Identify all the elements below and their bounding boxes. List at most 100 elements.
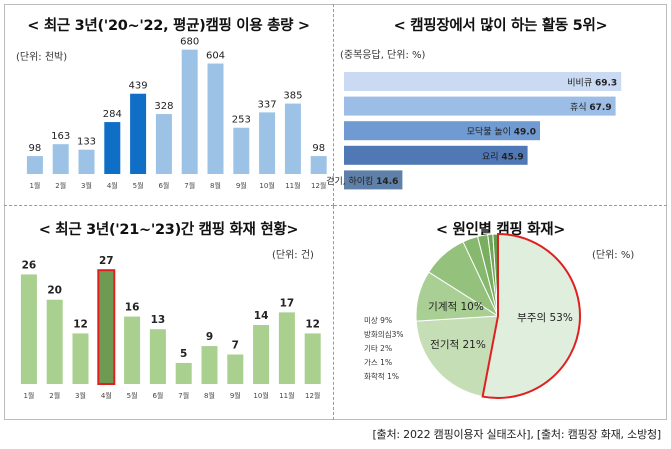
fire-bar (20, 274, 37, 384)
activity-bar (344, 72, 622, 91)
pie-outside-label: 미상 9% (364, 315, 392, 325)
fire-value-label: 20 (47, 285, 62, 297)
usage-bar (130, 93, 147, 174)
activity-category: 걷기, 하이킹 (326, 175, 376, 187)
usage-month-label: 4월 (107, 181, 118, 190)
activity-category: 휴식 (570, 102, 589, 113)
activity-bar (344, 170, 403, 190)
activity-value: 14.6 (376, 177, 398, 187)
cause-panel: < 원인별 캠핑 화재> (단위: %) 부주의 53% 전기적 21% 기계적 1… (334, 206, 667, 420)
activity-category: 모닥불 놀이 (467, 127, 514, 138)
pie-slice-label: 부주의 53% (517, 312, 573, 324)
usage-month-label: 10월 (259, 181, 274, 190)
usage-month-label: 11월 (285, 181, 300, 190)
usage-bar (259, 112, 276, 174)
usage-bar (181, 49, 198, 174)
fire-month-label: 12월 (305, 391, 320, 400)
usage-value-label: 284 (103, 109, 122, 120)
fire-month-label: 1월 (23, 391, 34, 400)
pie-slice (415, 315, 499, 398)
pie-outside-label: 가스 1% (364, 358, 392, 367)
fire-bar (175, 362, 192, 384)
usage-month-label: 12월 (311, 181, 326, 190)
activity-value: 67.9 (589, 103, 611, 113)
fire-value-label: 5 (180, 348, 187, 360)
usage-bar (78, 149, 95, 174)
fire-unit: (단위: 건) (272, 250, 314, 261)
fire-month-label: 10월 (253, 391, 268, 400)
usage-title: < 최근 3년('20~'22, 평균)캠핑 이용 총량 > (27, 18, 310, 34)
usage-value-label: 133 (77, 137, 96, 148)
usage-unit: (단위: 천박) (16, 52, 68, 63)
fire-value-label: 9 (206, 331, 213, 343)
usage-bar (310, 156, 327, 174)
activity-label: 모닥불 놀이 49.0 (467, 127, 536, 138)
fire-value-label: 17 (280, 297, 295, 309)
usage-month-label: 3월 (81, 181, 92, 190)
pie-slice-label: 전기적 21% (430, 339, 486, 351)
fire-value-label: 16 (125, 302, 140, 314)
infographic-frame (4, 4, 667, 420)
fire-month-label: 3월 (75, 391, 86, 400)
fire-bar-chart: 26 1월 20 2월 12 3월 27 4월 16 5월 13 6월 5 7월 9 8월 7 9월 14 10월 17… (20, 255, 321, 400)
usage-month-label: 6월 (158, 181, 169, 190)
activity-bar (344, 121, 540, 141)
cause-pie-chart: 부주의 53% 전기적 21% 기계적 10% 미상 9% 방화의심3% 기타 2% 가스 … (364, 232, 581, 399)
activity-label: 휴식 67.9 (570, 102, 612, 113)
cause-title: < 원인별 캠핑 화재> (435, 222, 566, 238)
usage-value-label: 680 (180, 37, 199, 48)
fire-month-label: 9월 (230, 391, 241, 400)
usage-value-label: 98 (29, 143, 42, 154)
activity-bar (344, 145, 528, 165)
usage-month-label: 2월 (55, 181, 66, 190)
fire-value-label: 14 (254, 310, 269, 322)
pie-outside-label: 화학적 1% (364, 371, 399, 381)
fire-month-label: 4월 (101, 391, 112, 400)
usage-month-label: 5월 (133, 181, 144, 190)
usage-month-label: 1월 (29, 181, 40, 190)
pie-slice-label: 기계적 10% (428, 301, 484, 313)
fire-bar (227, 354, 244, 384)
usage-bar (155, 114, 172, 174)
fire-bar (149, 329, 166, 384)
fire-value-label: 12 (73, 318, 88, 330)
usage-value-label: 98 (312, 143, 325, 154)
usage-bar (207, 63, 224, 174)
activity-title: < 캠핑장에서 많이 하는 활동 5위> (393, 18, 608, 34)
pie-outside-label: 방화의심3% (364, 329, 404, 339)
fire-value-label: 26 (22, 259, 37, 271)
usage-bar (284, 103, 301, 174)
fire-bar (46, 299, 63, 384)
usage-value-label: 253 (232, 115, 251, 126)
activity-value: 49.0 (514, 128, 536, 138)
fire-month-label: 11월 (279, 391, 294, 400)
fire-value-label: 7 (232, 340, 239, 352)
usage-bar (26, 156, 43, 174)
usage-value-label: 604 (206, 51, 225, 62)
usage-value-label: 337 (258, 99, 277, 110)
usage-bar-chart: 98 1월 163 2월 133 3월 284 4월 439 5월 328 6월 680 7월 604 8월 2… (26, 37, 327, 190)
fire-panel: < 최근 3년('21~'23)간 캠핑 화재 현황> (단위: 건) 26 1월… (4, 206, 334, 420)
fire-bar (278, 312, 295, 384)
usage-value-label: 163 (51, 131, 70, 142)
source-note: [출처: 2022 캠핑이용자 실태조사], [출처: 캠핑장 화재, 소방청] (372, 428, 661, 441)
fire-value-label: 12 (305, 318, 320, 330)
activity-category: 요리 (482, 151, 501, 162)
usage-bar (104, 122, 121, 174)
fire-bar (253, 325, 270, 384)
usage-bar (233, 127, 250, 174)
activity-unit: (중복응답, 단위: %) (340, 50, 426, 61)
usage-month-label: 9월 (236, 181, 247, 190)
usage-panel: < 최근 3년('20~'22, 평균)캠핑 이용 총량 > (단위: 천박) … (4, 4, 334, 206)
fire-month-label: 8월 (204, 391, 215, 400)
activity-label: 비비큐 69.3 (567, 78, 617, 89)
activity-value: 45.9 (501, 152, 523, 162)
fire-month-label: 5월 (127, 391, 138, 400)
fire-value-label: 27 (99, 255, 114, 267)
pie-slice (481, 232, 581, 399)
activity-panel: < 캠핑장에서 많이 하는 활동 5위> (중복응답, 단위: %) 비비큐 6… (326, 4, 667, 206)
fire-bar (201, 346, 218, 384)
activity-value: 69.3 (595, 79, 617, 89)
fire-month-label: 2월 (49, 391, 60, 400)
fire-title: < 최근 3년('21~'23)간 캠핑 화재 현황> (38, 222, 299, 238)
